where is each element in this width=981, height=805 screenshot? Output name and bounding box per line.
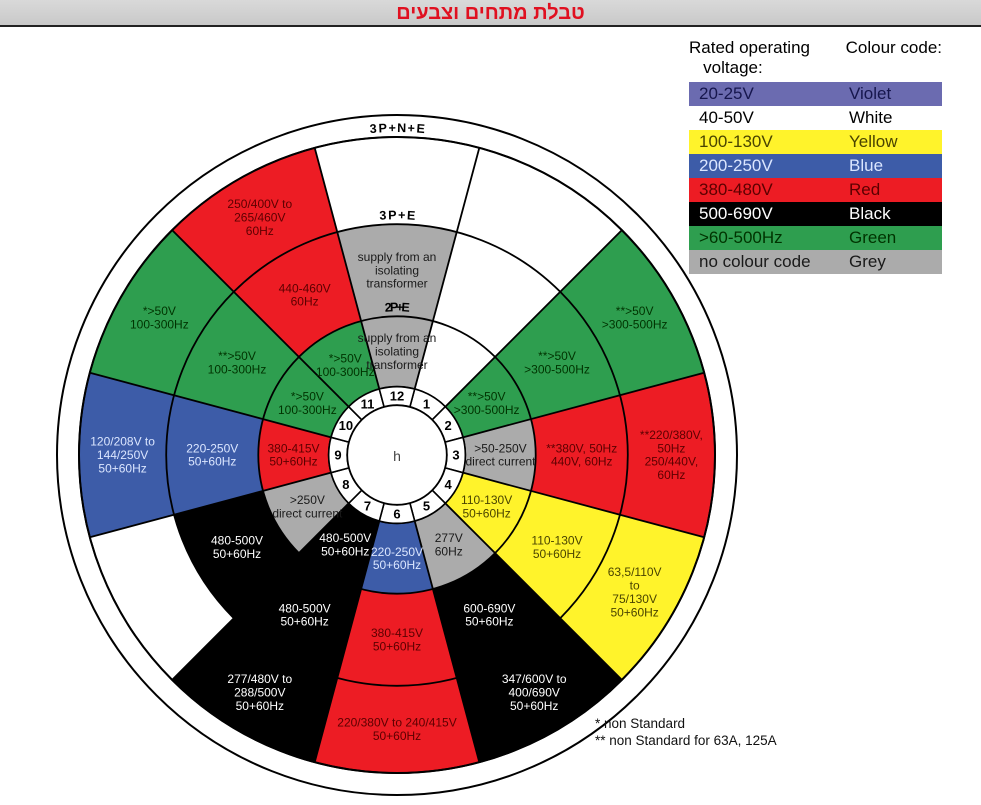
svg-text:3: 3	[369, 122, 377, 136]
svg-text:**>50V: **>50V	[616, 304, 654, 318]
svg-text:isolating: isolating	[375, 345, 419, 359]
svg-text:440-460V: 440-460V	[279, 281, 331, 295]
svg-text:9: 9	[334, 448, 341, 463]
svg-text:50+60Hz: 50+60Hz	[462, 506, 510, 520]
svg-text:**>50V: **>50V	[538, 349, 576, 363]
svg-text:to: to	[630, 578, 640, 592]
svg-text:277V: 277V	[435, 531, 463, 545]
svg-text:50+60Hz: 50+60Hz	[321, 544, 369, 558]
svg-text:480-500V: 480-500V	[319, 531, 371, 545]
svg-text:100-300Hz: 100-300Hz	[278, 403, 337, 417]
svg-text:3: 3	[379, 208, 387, 222]
svg-text:E: E	[416, 122, 425, 137]
svg-text:277/480V to: 277/480V to	[227, 672, 292, 686]
svg-text:50+60Hz: 50+60Hz	[510, 699, 558, 713]
svg-text:100-300Hz: 100-300Hz	[208, 362, 267, 376]
svg-text:direct current: direct current	[465, 455, 536, 469]
svg-text:12: 12	[390, 388, 404, 403]
svg-text:50+60Hz: 50+60Hz	[373, 639, 421, 653]
svg-text:250/400V to: 250/400V to	[227, 197, 292, 211]
svg-text:100-300Hz: 100-300Hz	[130, 318, 189, 332]
svg-text:50+60Hz: 50+60Hz	[213, 547, 261, 561]
svg-text:>300-500Hz: >300-500Hz	[524, 362, 590, 376]
svg-text:direct current: direct current	[272, 506, 343, 520]
svg-text:60Hz: 60Hz	[246, 224, 274, 238]
svg-text:P: P	[388, 208, 397, 222]
svg-text:50Hz: 50Hz	[657, 441, 685, 455]
svg-text:380-415V: 380-415V	[267, 441, 319, 455]
svg-text:110-130V: 110-130V	[461, 493, 512, 507]
svg-text:>300-500Hz: >300-500Hz	[602, 318, 668, 332]
svg-text:120/208V to: 120/208V to	[90, 435, 155, 449]
svg-text:*>50V: *>50V	[143, 304, 176, 318]
svg-text:63,5/110V: 63,5/110V	[608, 565, 662, 579]
svg-text:110-130V: 110-130V	[531, 534, 582, 548]
svg-text:250/440V,: 250/440V,	[645, 455, 699, 469]
svg-text:+: +	[407, 121, 415, 135]
svg-text:220/380V to 240/415V: 220/380V to 240/415V	[337, 716, 456, 730]
svg-text:transformer: transformer	[366, 358, 427, 372]
svg-text:N: N	[397, 121, 406, 135]
svg-text:50+60Hz: 50+60Hz	[98, 461, 146, 475]
svg-text:h: h	[393, 448, 401, 464]
svg-text:220-250V: 220-250V	[186, 441, 238, 455]
svg-text:>300-500Hz: >300-500Hz	[454, 403, 520, 417]
svg-text:60Hz: 60Hz	[291, 295, 319, 309]
svg-text:265/460V: 265/460V	[234, 210, 285, 224]
svg-text:1: 1	[423, 396, 430, 411]
svg-text:75/130V: 75/130V	[612, 592, 657, 606]
svg-text:+: +	[398, 208, 406, 222]
svg-text:8: 8	[342, 477, 349, 492]
svg-text:50+60Hz: 50+60Hz	[373, 729, 421, 743]
svg-text:supply from an: supply from an	[358, 250, 437, 264]
svg-text:**>50V: **>50V	[218, 349, 256, 363]
svg-text:50+60Hz: 50+60Hz	[533, 547, 581, 561]
svg-text:transformer: transformer	[366, 277, 427, 291]
svg-text:*>50V: *>50V	[291, 390, 324, 404]
svg-text:288/500V: 288/500V	[234, 686, 285, 700]
svg-text:50+60Hz: 50+60Hz	[236, 699, 284, 713]
svg-text:3: 3	[452, 448, 459, 463]
svg-text:50+60Hz: 50+60Hz	[373, 558, 421, 572]
svg-text:10: 10	[339, 418, 353, 433]
svg-text:+: +	[388, 121, 396, 135]
svg-text:6: 6	[393, 507, 400, 522]
svg-text:50+60Hz: 50+60Hz	[610, 605, 658, 619]
svg-text:60Hz: 60Hz	[435, 544, 463, 558]
svg-text:11: 11	[361, 396, 375, 411]
svg-text:50+60Hz: 50+60Hz	[280, 615, 328, 629]
svg-text:347/600V to: 347/600V to	[502, 672, 567, 686]
svg-text:2: 2	[445, 418, 452, 433]
svg-text:380-415V: 380-415V	[371, 626, 423, 640]
svg-text:>50-250V: >50-250V	[474, 441, 526, 455]
svg-text:440V, 60Hz: 440V, 60Hz	[551, 455, 613, 469]
svg-text:**>50V: **>50V	[468, 390, 506, 404]
svg-text:5: 5	[423, 499, 430, 514]
svg-text:60Hz: 60Hz	[657, 468, 685, 482]
svg-text:4: 4	[445, 477, 453, 492]
svg-text:480-500V: 480-500V	[279, 601, 331, 615]
svg-text:480-500V: 480-500V	[211, 534, 263, 548]
svg-text:50+60Hz: 50+60Hz	[465, 615, 513, 629]
svg-text:**220/380V,: **220/380V,	[640, 428, 703, 442]
svg-text:220-250V: 220-250V	[371, 545, 423, 559]
svg-text:50+60Hz: 50+60Hz	[188, 455, 236, 469]
svg-text:**380V, 50Hz: **380V, 50Hz	[546, 441, 617, 455]
svg-text:E: E	[407, 208, 416, 222]
svg-text:supply from an: supply from an	[358, 331, 437, 345]
svg-text:*>50V: *>50V	[329, 352, 362, 366]
svg-text:isolating: isolating	[375, 263, 419, 277]
svg-text:400/690V: 400/690V	[509, 686, 560, 700]
svg-text:600-690V: 600-690V	[463, 601, 515, 615]
svg-text:E: E	[401, 300, 410, 314]
svg-text:144/250V: 144/250V	[97, 448, 148, 462]
svg-text:P: P	[378, 121, 387, 135]
svg-text:50+60Hz: 50+60Hz	[269, 455, 317, 469]
svg-text:7: 7	[364, 499, 371, 514]
svg-text:>250V: >250V	[290, 493, 325, 507]
